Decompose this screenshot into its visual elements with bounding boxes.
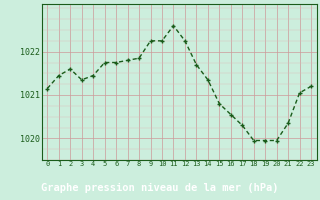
- Text: Graphe pression niveau de la mer (hPa): Graphe pression niveau de la mer (hPa): [41, 183, 279, 193]
